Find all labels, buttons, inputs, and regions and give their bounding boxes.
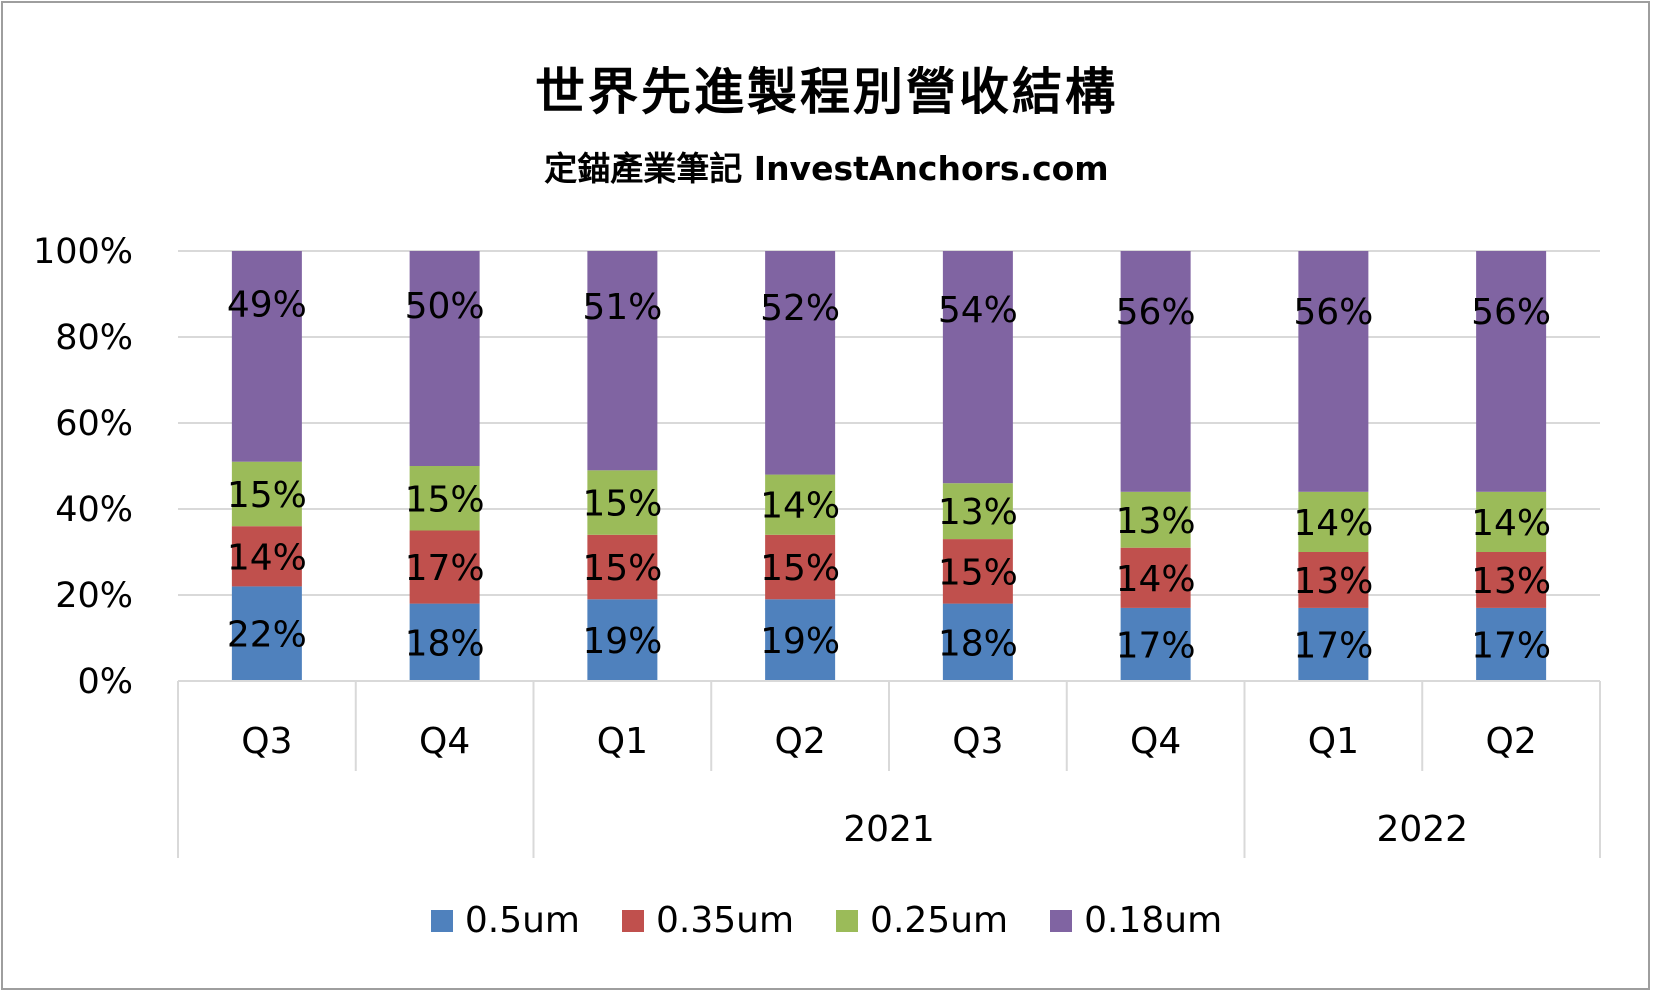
x-tick-label: Q1 xyxy=(1308,721,1359,762)
data-label: 13% xyxy=(1471,561,1551,602)
bar-segment xyxy=(1120,607,1191,681)
data-label: 49% xyxy=(227,285,307,326)
data-label: 19% xyxy=(582,621,662,662)
group-label: 2021 xyxy=(843,809,935,850)
group-label: 2022 xyxy=(1376,809,1468,850)
data-label: 15% xyxy=(405,479,485,520)
data-label: 14% xyxy=(227,537,307,578)
bar-segment xyxy=(1476,552,1547,608)
data-label: 22% xyxy=(227,615,307,656)
bar-segment xyxy=(587,470,658,535)
data-label: 14% xyxy=(1116,559,1196,600)
data-label: 17% xyxy=(405,548,485,589)
bar-segment xyxy=(1298,251,1369,492)
chart-title: 世界先進製程別營收結構 xyxy=(535,63,1118,121)
bar-segment xyxy=(231,586,302,681)
bar-segment xyxy=(587,534,658,600)
bar-segment xyxy=(1476,491,1547,552)
data-label: 18% xyxy=(405,623,485,664)
y-tick-label: 40% xyxy=(55,490,133,530)
y-tick-label: 100% xyxy=(33,232,133,272)
y-tick-label: 80% xyxy=(55,318,133,358)
data-label: 17% xyxy=(1471,625,1551,666)
bar-segment xyxy=(942,603,1013,681)
bar-segment xyxy=(1120,491,1191,548)
x-tick-label: Q2 xyxy=(775,721,826,762)
bar-segment xyxy=(1476,251,1547,492)
chart-subtitle: 定錨產業筆記 InvestAnchors.com xyxy=(544,149,1109,188)
bar-segment xyxy=(942,483,1013,540)
data-label: 56% xyxy=(1471,292,1551,333)
legend-label: 0.5um xyxy=(464,900,580,941)
data-label: 15% xyxy=(582,548,662,589)
bar-segment xyxy=(409,466,480,531)
data-label: 18% xyxy=(938,623,1018,664)
data-label: 15% xyxy=(760,548,840,589)
legend-label: 0.18um xyxy=(1084,900,1223,941)
data-label: 51% xyxy=(582,287,662,328)
bar-segment xyxy=(409,603,480,681)
data-label: 13% xyxy=(1293,561,1373,602)
bar-segment xyxy=(587,251,658,471)
bar-segment xyxy=(231,461,302,527)
data-label: 52% xyxy=(760,288,840,329)
y-tick-label: 0% xyxy=(77,662,133,702)
bar-segment xyxy=(1120,251,1191,492)
bar-segment xyxy=(409,251,480,466)
data-label: 13% xyxy=(938,492,1018,533)
legend-swatch xyxy=(1050,909,1073,932)
bar-segment xyxy=(231,526,302,587)
bar-segment xyxy=(1298,607,1369,681)
bar-segment xyxy=(765,534,836,600)
x-tick-label: Q3 xyxy=(952,721,1003,762)
data-label: 17% xyxy=(1116,625,1196,666)
bar-segment xyxy=(1120,547,1191,608)
y-tick-label: 20% xyxy=(55,576,133,616)
data-label: 13% xyxy=(1116,501,1196,542)
data-label: 15% xyxy=(227,475,307,516)
data-label: 15% xyxy=(938,552,1018,593)
bar-segment xyxy=(942,539,1013,604)
x-tick-label: Q4 xyxy=(419,721,470,762)
legend-swatch xyxy=(430,909,453,932)
bar-segment xyxy=(587,599,658,681)
data-label: 50% xyxy=(405,286,485,327)
x-tick-label: Q4 xyxy=(1130,721,1181,762)
x-tick-label: Q2 xyxy=(1486,721,1537,762)
data-label: 14% xyxy=(760,486,840,527)
data-label: 14% xyxy=(1471,503,1551,544)
legend-item-1: 0.35um xyxy=(622,900,794,941)
legend-item-3: 0.18um xyxy=(1050,900,1222,941)
bar-segment xyxy=(231,251,302,462)
legend-swatch xyxy=(836,909,859,932)
bar-segment xyxy=(409,530,480,604)
data-label: 54% xyxy=(938,290,1018,331)
data-label: 56% xyxy=(1293,292,1373,333)
legend-item-0: 0.5um xyxy=(430,900,580,941)
bar-segment xyxy=(1298,552,1369,608)
data-label: 17% xyxy=(1293,625,1373,666)
data-label: 14% xyxy=(1293,503,1373,544)
bar-segment xyxy=(765,599,836,681)
bar-segment xyxy=(765,251,836,475)
bar-segment xyxy=(765,474,836,535)
legend-swatch xyxy=(622,909,644,932)
bar-segment xyxy=(942,251,1013,484)
y-tick-label: 60% xyxy=(55,404,133,444)
x-tick-label: Q1 xyxy=(597,721,648,762)
bar-segment xyxy=(1298,491,1369,552)
legend-item-2: 0.25um xyxy=(836,900,1008,941)
data-label: 19% xyxy=(760,621,840,662)
data-label: 15% xyxy=(582,484,662,525)
bar-segment xyxy=(1476,607,1547,681)
legend-label: 0.35um xyxy=(656,900,795,941)
chart-legend: 0.5um 0.35um 0.25um 0.18um xyxy=(0,900,1653,941)
x-tick-label: Q3 xyxy=(241,721,292,762)
legend-label: 0.25um xyxy=(870,900,1009,941)
data-label: 56% xyxy=(1116,292,1196,333)
